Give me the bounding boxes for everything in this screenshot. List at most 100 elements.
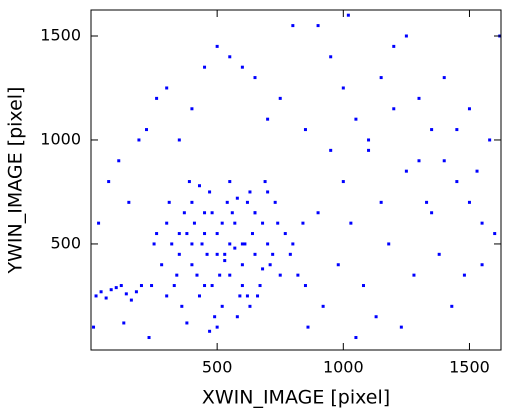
point: [152, 242, 156, 246]
point: [160, 263, 164, 267]
point: [165, 221, 169, 225]
point: [223, 252, 227, 256]
point: [177, 138, 181, 142]
point: [109, 288, 113, 292]
point: [165, 294, 169, 298]
point: [228, 55, 232, 59]
point: [404, 34, 408, 38]
point: [185, 321, 189, 325]
point: [321, 304, 325, 308]
point: [354, 336, 358, 340]
point: [256, 294, 260, 298]
point: [301, 221, 305, 225]
point: [442, 159, 446, 163]
point: [253, 252, 257, 256]
point: [215, 252, 219, 256]
point: [467, 107, 471, 111]
point: [97, 221, 101, 225]
point: [192, 221, 196, 225]
point: [278, 96, 282, 100]
point: [455, 180, 459, 184]
point: [147, 336, 151, 340]
point: [228, 180, 232, 184]
y-axis-title: YWIN_IMAGE [pixel]: [5, 87, 27, 275]
y-tick-label: 1500: [40, 25, 81, 44]
point: [233, 246, 237, 250]
point: [107, 180, 111, 184]
point: [215, 44, 219, 48]
point: [228, 242, 232, 246]
point: [94, 294, 98, 298]
point: [253, 211, 257, 215]
point: [306, 325, 310, 329]
point: [155, 96, 159, 100]
point: [175, 273, 179, 277]
point: [455, 128, 459, 132]
point: [404, 169, 408, 173]
point: [197, 294, 201, 298]
plot-frame: [90, 9, 502, 351]
point: [442, 76, 446, 80]
point: [450, 304, 454, 308]
point: [253, 76, 257, 80]
point: [266, 190, 270, 194]
point: [210, 211, 214, 215]
point: [228, 273, 232, 277]
point: [291, 24, 295, 28]
point: [203, 284, 207, 288]
point: [155, 232, 159, 236]
point: [218, 273, 222, 277]
point: [114, 286, 118, 290]
point: [263, 180, 267, 184]
point: [374, 315, 378, 319]
point: [203, 65, 207, 69]
point: [296, 273, 300, 277]
point: [341, 86, 345, 90]
point: [177, 232, 181, 236]
point: [288, 252, 292, 256]
point: [367, 148, 371, 152]
point: [137, 138, 141, 142]
point: [399, 325, 403, 329]
point: [336, 263, 340, 267]
point: [203, 211, 207, 215]
point: [303, 284, 307, 288]
point: [480, 221, 484, 225]
point: [412, 273, 416, 277]
point: [248, 190, 252, 194]
point: [203, 232, 207, 236]
point: [467, 200, 471, 204]
x-tick-label: 1000: [323, 358, 364, 377]
point: [124, 292, 128, 296]
point: [172, 284, 176, 288]
point: [417, 96, 421, 100]
y-tick-label: 500: [50, 233, 81, 252]
point: [329, 55, 333, 59]
point: [261, 267, 265, 271]
point: [273, 200, 277, 204]
point: [245, 294, 249, 298]
point: [240, 284, 244, 288]
point: [392, 44, 396, 48]
point: [127, 200, 131, 204]
point: [150, 284, 154, 288]
point: [430, 211, 434, 215]
point: [250, 232, 254, 236]
y-tick-label: 1000: [40, 129, 81, 148]
point: [248, 304, 252, 308]
point: [208, 190, 212, 194]
point: [349, 221, 353, 225]
point: [480, 263, 484, 267]
point: [167, 200, 171, 204]
point: [205, 252, 209, 256]
point: [117, 159, 121, 163]
x-tick-label: 500: [202, 358, 233, 377]
point: [266, 242, 270, 246]
point: [92, 325, 96, 329]
point: [187, 180, 191, 184]
point: [278, 273, 282, 277]
point: [99, 290, 103, 294]
point: [379, 76, 383, 80]
point: [367, 138, 371, 142]
